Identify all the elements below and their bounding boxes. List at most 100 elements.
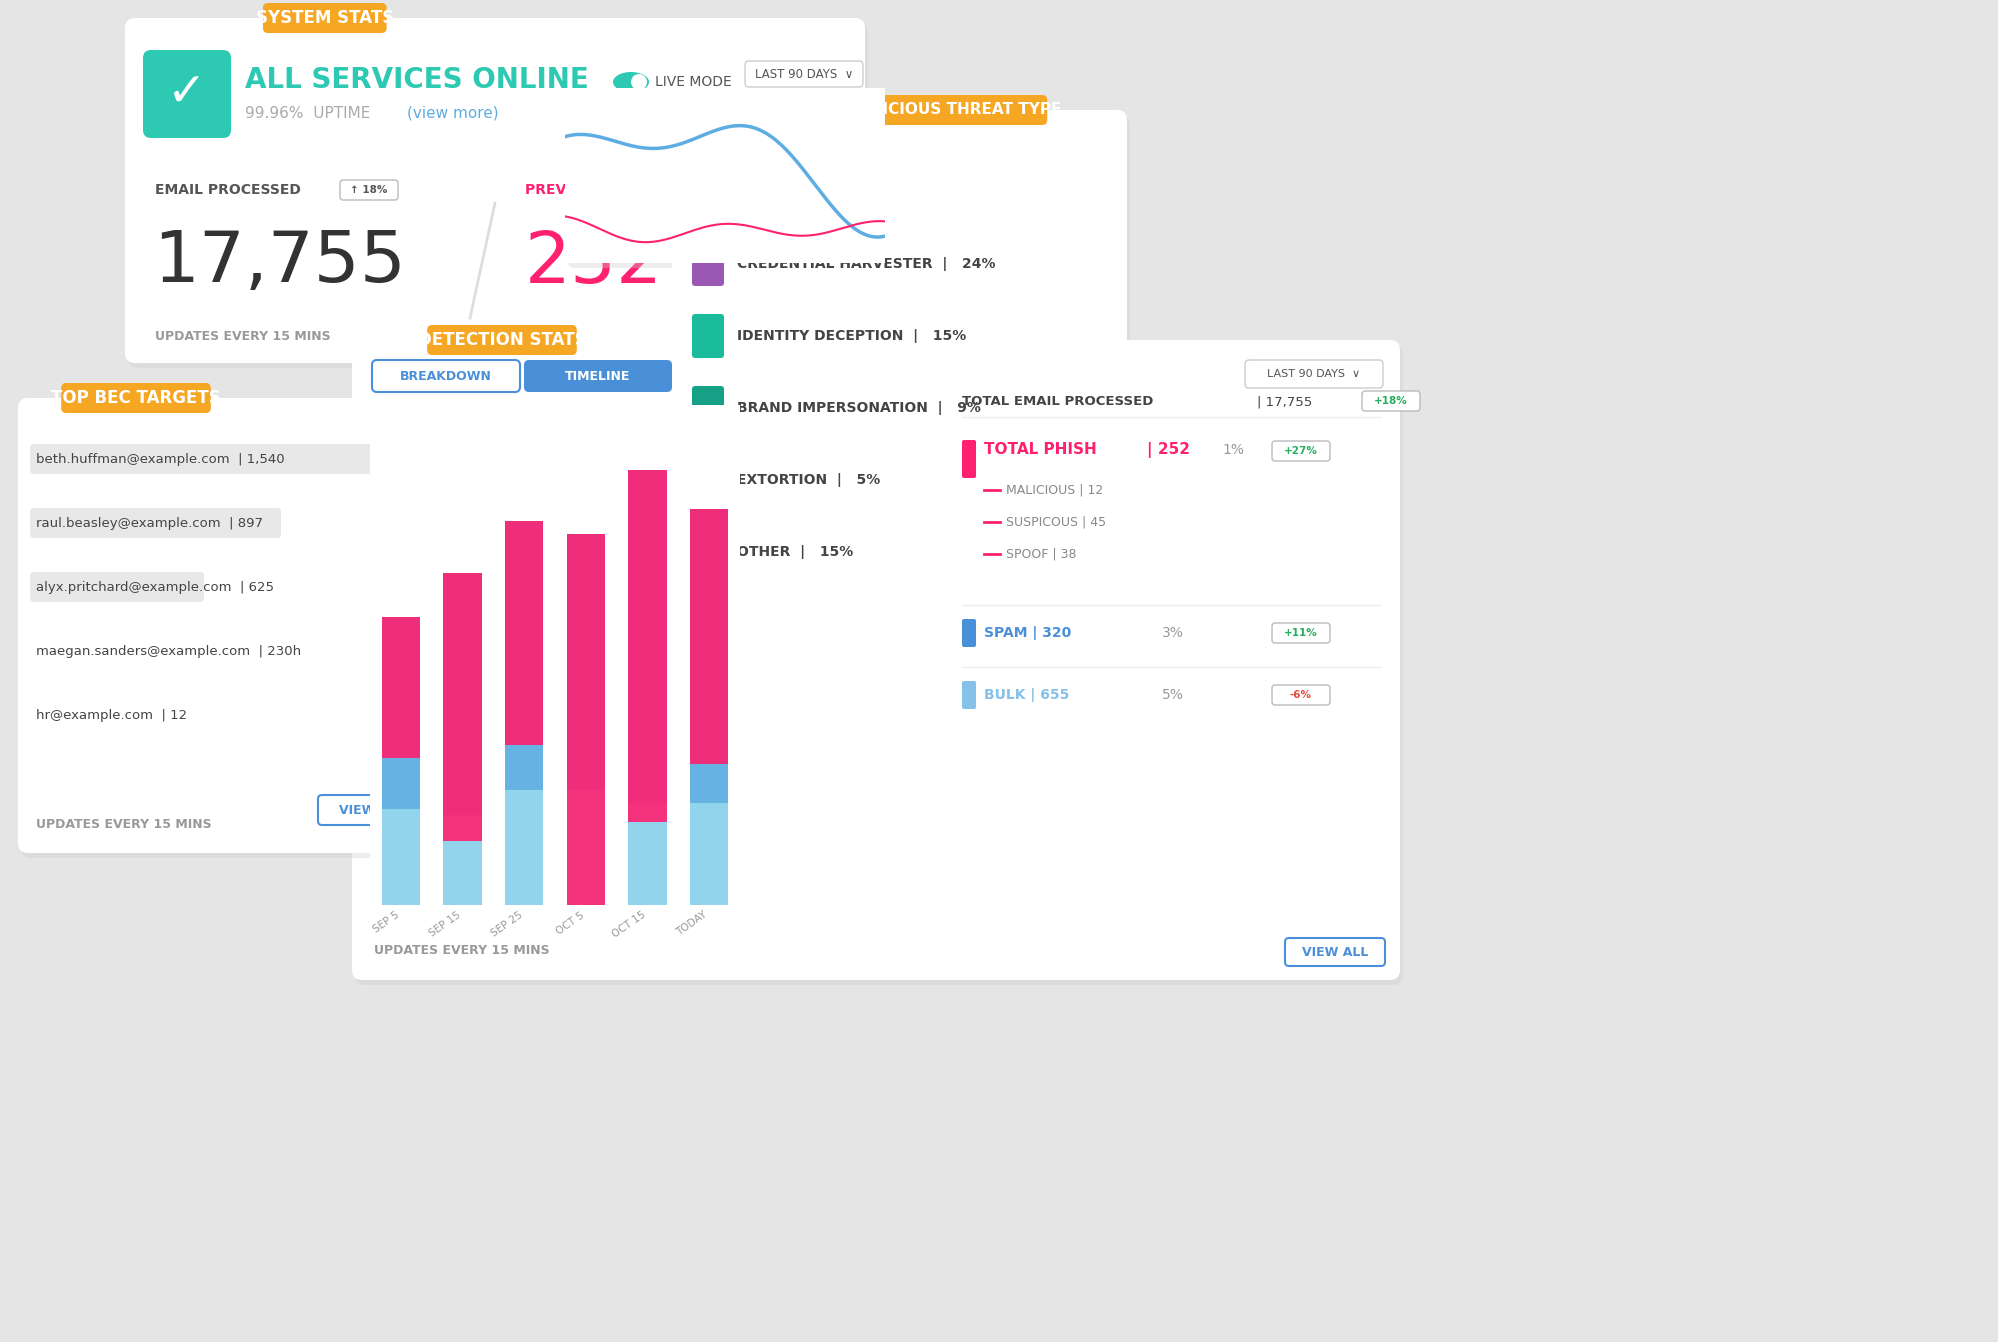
Text: +11%: +11% (1283, 628, 1317, 637)
Text: | 252: | 252 (1147, 442, 1189, 458)
Text: ↑ 18%: ↑ 18% (753, 185, 791, 195)
Text: LIVE MODE: LIVE MODE (655, 75, 731, 89)
FancyBboxPatch shape (18, 399, 448, 854)
Text: DETECTION STATS: DETECTION STATS (418, 331, 585, 349)
FancyBboxPatch shape (1271, 623, 1329, 643)
FancyBboxPatch shape (961, 440, 975, 478)
FancyBboxPatch shape (22, 403, 452, 858)
FancyBboxPatch shape (372, 360, 519, 392)
FancyBboxPatch shape (861, 95, 1047, 125)
Bar (382, 617, 420, 758)
FancyBboxPatch shape (30, 509, 282, 538)
Text: UPDATES EVERY 15 MINS: UPDATES EVERY 15 MINS (36, 819, 212, 832)
FancyBboxPatch shape (1361, 391, 1419, 411)
FancyBboxPatch shape (691, 386, 723, 429)
Text: ✓: ✓ (168, 71, 206, 117)
Bar (505, 522, 543, 745)
FancyBboxPatch shape (30, 572, 204, 603)
Text: 99.96%  UPTIME: 99.96% UPTIME (246, 106, 370, 121)
Text: PREVENTED ATTACKS: PREVENTED ATTACKS (525, 183, 693, 197)
FancyBboxPatch shape (743, 180, 801, 200)
Text: raul.beasley@example.com  | 897: raul.beasley@example.com | 897 (36, 517, 264, 530)
FancyBboxPatch shape (318, 794, 426, 825)
FancyBboxPatch shape (428, 325, 577, 356)
Bar (567, 534, 605, 905)
Bar (444, 573, 482, 816)
Ellipse shape (613, 72, 649, 93)
FancyBboxPatch shape (565, 89, 885, 263)
Text: SYSTEM STATS: SYSTEM STATS (256, 9, 394, 27)
Text: EMAIL PROCESSED: EMAIL PROCESSED (156, 183, 302, 197)
Text: OTHER  |   15%: OTHER | 15% (737, 545, 853, 560)
Text: BRAND IMPERSONATION  |   9%: BRAND IMPERSONATION | 9% (737, 401, 981, 415)
Text: UPDATES EVERY 15 MINS: UPDATES EVERY 15 MINS (374, 943, 549, 957)
Text: VIEW ALL: VIEW ALL (1301, 946, 1367, 958)
Text: TOTAL EMAIL PROCESSED: TOTAL EMAIL PROCESSED (961, 395, 1153, 408)
Bar (505, 522, 543, 905)
Text: ↑ 18%: ↑ 18% (350, 185, 388, 195)
FancyBboxPatch shape (340, 180, 398, 200)
Text: EXTORTION  |   5%: EXTORTION | 5% (737, 472, 879, 487)
FancyBboxPatch shape (128, 23, 867, 368)
Text: CREDENTIAL HARVESTER  |   24%: CREDENTIAL HARVESTER | 24% (737, 258, 995, 271)
FancyBboxPatch shape (144, 50, 232, 138)
Bar (382, 617, 420, 905)
Text: alyx.pritchard@example.com  | 625: alyx.pritchard@example.com | 625 (36, 581, 274, 593)
Text: -6%: -6% (1289, 690, 1311, 701)
Bar (627, 470, 665, 905)
Text: UPDATES EVERY 15 MINS: UPDATES EVERY 15 MINS (156, 330, 330, 342)
Text: 17,755: 17,755 (154, 228, 406, 298)
FancyBboxPatch shape (567, 93, 887, 268)
Bar (627, 470, 665, 803)
Text: | 17,755: | 17,755 (1257, 395, 1311, 408)
Bar (444, 573, 482, 841)
FancyBboxPatch shape (356, 345, 1403, 985)
Text: ALL SERVICES ONLINE: ALL SERVICES ONLINE (246, 66, 589, 94)
FancyBboxPatch shape (352, 340, 1399, 980)
Bar (689, 509, 727, 765)
Bar (689, 509, 727, 803)
FancyBboxPatch shape (30, 444, 388, 474)
Bar (689, 509, 727, 905)
Bar (627, 470, 665, 821)
FancyBboxPatch shape (961, 619, 975, 647)
Text: VIEW ALL: VIEW ALL (338, 804, 406, 816)
FancyBboxPatch shape (1271, 684, 1329, 705)
FancyBboxPatch shape (691, 458, 723, 502)
Text: SPAM | 320: SPAM | 320 (983, 625, 1071, 640)
Text: MALICIOUS THREAT TYPE: MALICIOUS THREAT TYPE (845, 102, 1061, 118)
FancyBboxPatch shape (671, 110, 1127, 680)
Text: 5%: 5% (1161, 688, 1183, 702)
FancyBboxPatch shape (691, 242, 723, 286)
Text: SPOOF | 38: SPOOF | 38 (1005, 548, 1077, 561)
Text: TOTAL PHISH: TOTAL PHISH (983, 443, 1097, 458)
FancyBboxPatch shape (1245, 360, 1383, 388)
Text: BULK | 655: BULK | 655 (983, 688, 1069, 702)
FancyBboxPatch shape (523, 360, 671, 392)
Bar (505, 522, 543, 790)
Text: TOP BEC TARGETS: TOP BEC TARGETS (52, 389, 220, 407)
FancyBboxPatch shape (126, 17, 865, 362)
Text: TIMELINE: TIMELINE (565, 369, 631, 382)
Text: BREAKDOWN: BREAKDOWN (400, 369, 492, 382)
Text: 252: 252 (525, 228, 663, 298)
FancyBboxPatch shape (1271, 442, 1329, 462)
Text: 1%: 1% (1221, 443, 1243, 458)
Text: +27%: +27% (1283, 446, 1317, 456)
FancyBboxPatch shape (745, 60, 863, 87)
Text: hr@example.com  | 12: hr@example.com | 12 (36, 709, 188, 722)
Bar (567, 534, 605, 790)
Text: LINK  |   27%: LINK | 27% (737, 185, 835, 199)
Text: +18%: +18% (1373, 396, 1407, 407)
FancyBboxPatch shape (691, 530, 723, 574)
Text: LAST 90 DAYS  ∨: LAST 90 DAYS ∨ (1267, 369, 1361, 378)
Bar (444, 573, 482, 905)
Bar (382, 617, 420, 809)
Text: MALICIOUS | 12: MALICIOUS | 12 (1005, 483, 1103, 497)
Text: beth.huffman@example.com  | 1,540: beth.huffman@example.com | 1,540 (36, 452, 284, 466)
Text: SUSPICOUS | 45: SUSPICOUS | 45 (1005, 515, 1105, 529)
Circle shape (631, 74, 647, 90)
Text: IDENTITY DECEPTION  |   15%: IDENTITY DECEPTION | 15% (737, 329, 965, 344)
FancyBboxPatch shape (264, 3, 386, 34)
FancyBboxPatch shape (691, 170, 723, 213)
